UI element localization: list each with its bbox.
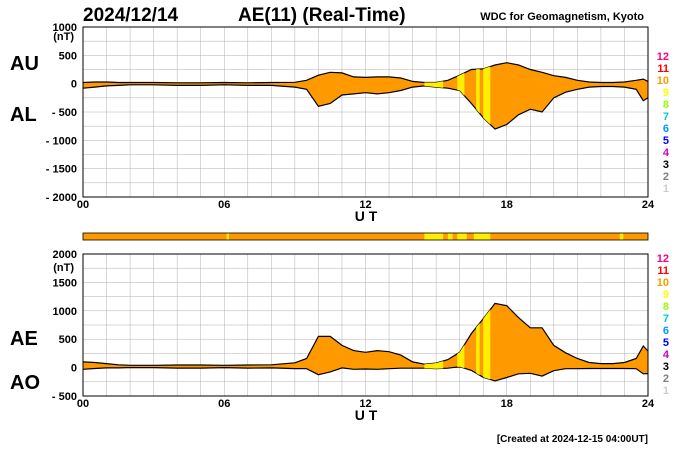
y-tick-label: 2000 — [53, 249, 77, 261]
ae-line — [82, 302, 649, 366]
y-tick-label: - 500 — [52, 391, 77, 403]
au-al-grid — [82, 26, 649, 198]
au-al-y-ticks: 1000 500 0 - 500 - 1000 - 1500 - 2000 — [46, 22, 77, 204]
status-bar-segments — [226, 233, 624, 240]
status-bar-segment — [424, 233, 444, 240]
activity-highlight-fill — [476, 303, 480, 381]
status-bar-base — [83, 233, 648, 240]
status-bar-segment — [457, 233, 467, 240]
data-status-bar — [82, 232, 649, 241]
activity-highlight-fill — [483, 62, 491, 130]
x-tick-label: 24 — [642, 199, 655, 211]
chart-title: AE(11) (Real-Time) — [238, 5, 406, 26]
ae-ao-grid — [82, 253, 649, 397]
legend-label: 7 — [663, 111, 669, 123]
ae-ao-y-unit: (nT) — [53, 262, 74, 274]
ae-ao-y-ticks: 2000 1500 1000 500 0 - 500 — [52, 249, 77, 403]
legend-label: 11 — [657, 63, 669, 75]
legend-label: 5 — [663, 337, 669, 349]
y-tick-label: 0 — [71, 79, 77, 91]
legend-label: 8 — [663, 99, 669, 111]
y-tick-label: - 2000 — [46, 192, 77, 204]
legend-label: 10 — [657, 75, 669, 87]
legend-label: 10 — [657, 277, 669, 289]
al-line — [82, 84, 649, 130]
ae-ao-frame — [82, 253, 649, 397]
activity-highlight-fill — [483, 303, 491, 381]
legend-label: 6 — [663, 325, 669, 337]
ae-ao-x-axis-label: U T — [355, 407, 378, 423]
legend-label: 4 — [663, 147, 670, 159]
y-tick-label: - 500 — [52, 107, 77, 119]
ao-label: AO — [10, 372, 40, 394]
x-tick-label: 12 — [359, 398, 371, 410]
au-al-x-axis-label: U T — [355, 208, 378, 224]
au-al-x-ticks: 00 06 12 18 24 — [77, 199, 655, 211]
legend-label: 5 — [663, 135, 669, 147]
status-bar-segment — [447, 233, 453, 240]
activity-highlight-fill — [476, 62, 480, 130]
status-bar-segment — [473, 233, 491, 240]
ae-label: AE — [10, 328, 38, 350]
y-tick-label: 500 — [59, 50, 77, 62]
legend-label: 2 — [663, 171, 669, 183]
au-al-frame — [82, 26, 649, 198]
x-tick-label: 06 — [218, 398, 230, 410]
legend-label: 1 — [663, 385, 669, 397]
ao-line — [82, 366, 649, 382]
legend-label: 9 — [663, 87, 669, 99]
legend-label: 4 — [663, 349, 670, 361]
x-tick-label: 00 — [77, 199, 89, 211]
au-al-area — [83, 62, 648, 130]
created-timestamp: [Created at 2024-12-15 04:00UT] — [497, 434, 648, 445]
ae-ao-x-ticks: 00 06 12 18 24 — [77, 398, 655, 410]
legend-label: 1 — [663, 183, 669, 195]
x-tick-label: 24 — [642, 398, 655, 410]
y-tick-label: 500 — [59, 334, 77, 346]
date-title: 2024/12/14 — [83, 5, 179, 26]
legend-label: 12 — [657, 253, 669, 265]
au-label: AU — [10, 53, 39, 75]
status-bar-frame — [82, 232, 649, 241]
x-tick-label: 06 — [218, 199, 230, 211]
al-label: AL — [10, 104, 37, 126]
legend-label: 3 — [663, 159, 669, 171]
legend-label: 11 — [657, 265, 669, 277]
legend-label: 12 — [657, 51, 669, 63]
y-tick-label: 1000 — [53, 306, 77, 318]
legend-label: 8 — [663, 301, 669, 313]
y-tick-label: 1000 — [53, 22, 77, 34]
legend-label: 3 — [663, 361, 669, 373]
y-tick-label: - 1000 — [46, 135, 77, 147]
status-bar-segment — [619, 233, 624, 240]
source-label: WDC for Geomagnetism, Kyoto — [480, 11, 644, 23]
au-line — [82, 62, 649, 84]
au-al-panel: 1000 500 0 - 500 - 1000 - 1500 - 2000 00 06 12 18… — [10, 22, 655, 224]
y-tick-label: - 1500 — [46, 164, 77, 176]
x-tick-label: 12 — [359, 199, 371, 211]
y-tick-label: 1500 — [53, 277, 77, 289]
legend-label: 6 — [663, 123, 669, 135]
x-tick-label: 00 — [77, 398, 89, 410]
legend-label: 9 — [663, 289, 669, 301]
legend-label: 2 — [663, 373, 669, 385]
ae-ao-panel: 2000 1500 1000 500 0 - 500 00 06 12 18 24 (nT) AE… — [10, 249, 655, 423]
au-al-y-unit: (nT) — [53, 31, 74, 43]
x-tick-label: 18 — [501, 398, 513, 410]
legend-label: 7 — [663, 313, 669, 325]
y-tick-label: 0 — [71, 363, 77, 375]
status-bar-segment — [226, 233, 229, 240]
x-tick-label: 18 — [501, 199, 513, 211]
ae-ao-area — [83, 303, 648, 381]
